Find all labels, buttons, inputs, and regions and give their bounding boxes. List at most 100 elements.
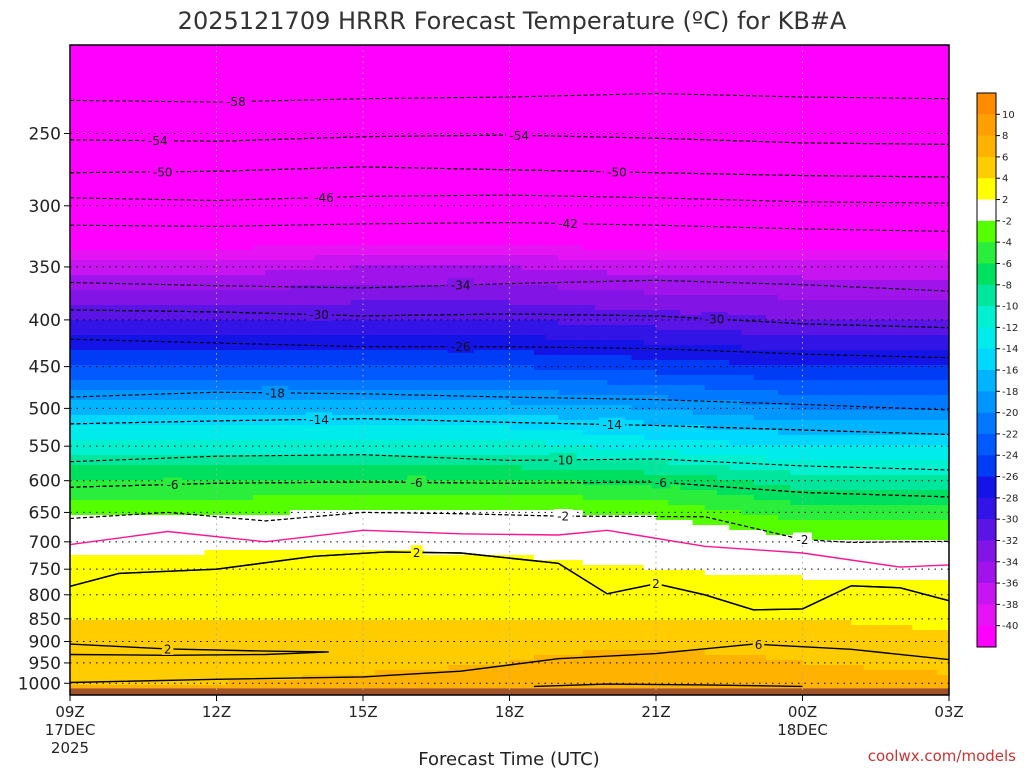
field-cell (497, 540, 511, 546)
field-cell (411, 455, 425, 461)
field-cell (204, 630, 218, 636)
field-cell (192, 345, 205, 351)
field-cell (106, 580, 120, 586)
field-cell (118, 200, 132, 206)
field-cell (363, 275, 376, 281)
field-cell (424, 175, 437, 181)
field-cell (387, 270, 401, 276)
field-cell (350, 280, 364, 286)
field-cell (497, 165, 511, 171)
field-cell (216, 140, 230, 146)
field-cell (448, 275, 462, 281)
field-cell (387, 485, 401, 491)
field-cell (277, 405, 291, 411)
field-cell (204, 235, 218, 241)
field-cell (485, 630, 498, 636)
field-cell (399, 440, 413, 446)
field-cell (204, 635, 218, 641)
field-cell (301, 280, 315, 286)
field-cell (375, 55, 389, 61)
field-cell (399, 545, 413, 551)
field-cell (82, 465, 96, 471)
field-cell (399, 130, 413, 136)
field-cell (106, 365, 120, 371)
field-cell (118, 470, 132, 476)
field-cell (472, 60, 486, 66)
field-cell (472, 380, 486, 386)
field-cell (375, 325, 389, 331)
field-cell (485, 375, 498, 381)
field-cell (179, 60, 193, 66)
field-cell (387, 265, 401, 271)
field-cell (521, 470, 535, 476)
field-cell (472, 645, 486, 651)
field-cell (399, 155, 413, 161)
field-cell (240, 285, 254, 291)
field-cell (204, 165, 218, 171)
field-cell (521, 640, 535, 646)
field-cell (118, 150, 132, 156)
field-cell (350, 235, 364, 241)
field-cell (460, 440, 474, 446)
field-cell (485, 225, 498, 231)
field-cell (277, 485, 291, 491)
field-cell (179, 615, 193, 621)
field-cell (106, 50, 120, 56)
field-cell (143, 360, 157, 366)
field-cell (436, 660, 450, 666)
field-cell (363, 555, 376, 561)
field-cell (94, 175, 108, 181)
field-cell (363, 640, 376, 646)
field-cell (240, 595, 254, 601)
field-cell (521, 140, 535, 146)
field-cell (509, 575, 523, 581)
field-cell (179, 540, 193, 546)
field-cell (448, 445, 462, 451)
field-cell (143, 365, 157, 371)
field-cell (375, 455, 389, 461)
field-cell (326, 615, 340, 621)
field-cell (521, 665, 535, 671)
field-cell (131, 305, 144, 311)
field-cell (94, 665, 108, 671)
field-cell (448, 530, 462, 536)
field-cell (399, 620, 413, 626)
field-cell (363, 300, 376, 306)
field-cell (411, 335, 425, 341)
field-cell (472, 55, 486, 61)
field-cell (301, 225, 315, 231)
field-cell (216, 120, 230, 126)
field-cell (228, 295, 242, 301)
field-cell (70, 90, 83, 96)
field-cell (167, 565, 181, 571)
field-cell (216, 395, 230, 401)
field-cell (253, 640, 266, 646)
field-cell (387, 320, 401, 326)
field-cell (399, 565, 413, 571)
field-cell (338, 500, 352, 506)
field-cell (192, 395, 205, 401)
field-cell (131, 230, 144, 236)
field-cell (301, 565, 315, 571)
field-cell (192, 245, 205, 251)
field-cell (521, 615, 535, 621)
field-cell (326, 645, 340, 651)
field-cell (228, 525, 242, 531)
field-cell (509, 105, 523, 111)
field-cell (228, 70, 242, 76)
field-cell (70, 75, 83, 81)
field-cell (301, 65, 315, 71)
field-cell (167, 610, 181, 616)
field-cell (497, 360, 511, 366)
field-cell (533, 265, 547, 271)
field-cell (179, 265, 193, 271)
field-cell (131, 515, 144, 521)
field-cell (70, 215, 83, 221)
field-cell (289, 435, 303, 441)
field-cell (472, 410, 486, 416)
field-cell (411, 375, 425, 381)
field-cell (350, 625, 364, 631)
field-cell (472, 455, 486, 461)
field-cell (521, 570, 535, 576)
field-cell (82, 340, 96, 346)
